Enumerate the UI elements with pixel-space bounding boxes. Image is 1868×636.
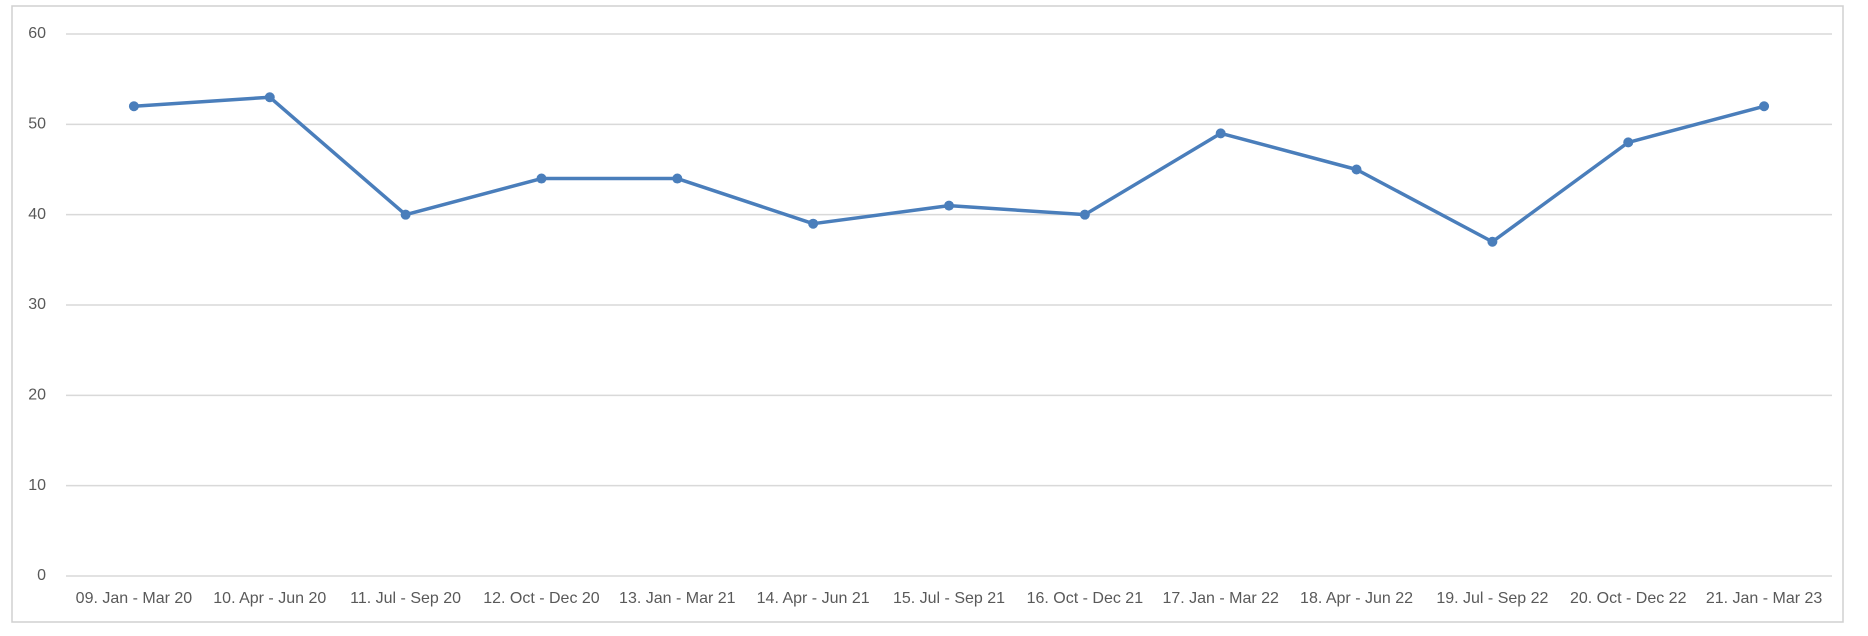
- y-tick-label: 50: [28, 116, 46, 133]
- point: [1487, 236, 1498, 247]
- x-tick-label: 18. Apr - Jun 22: [1300, 590, 1413, 607]
- point: [1623, 137, 1634, 148]
- point: [1351, 164, 1362, 175]
- y-tick-label: 30: [28, 296, 46, 313]
- x-tick-label: 11. Jul - Sep 20: [350, 590, 461, 607]
- x-tick-label: 09. Jan - Mar 20: [76, 590, 193, 607]
- y-tick-label: 20: [28, 387, 46, 404]
- y-tick-label: 40: [28, 206, 46, 223]
- point: [536, 173, 547, 184]
- point: [944, 200, 954, 211]
- point: [400, 209, 411, 220]
- x-tick-label: 14. Apr - Jun 21: [757, 590, 870, 607]
- x-tick-label: 19. Jul - Sep 22: [1436, 590, 1548, 607]
- y-tick-label: 0: [37, 567, 46, 584]
- x-tick-label: 15. Jul - Sep 21: [893, 590, 1005, 607]
- x-tick-label: 17. Jan - Mar 22: [1162, 590, 1279, 607]
- point: [264, 92, 275, 103]
- x-tick-label: 10. Apr - Jun 20: [213, 590, 326, 607]
- x-tick-label: 12. Oct - Dec 20: [483, 590, 600, 607]
- point: [128, 101, 139, 112]
- x-tick-label: 13. Jan - Mar 21: [619, 590, 736, 607]
- point: [1215, 128, 1226, 139]
- x-tick-label: 16. Oct - Dec 21: [1027, 590, 1144, 607]
- y-tick-label: 10: [28, 477, 46, 494]
- chart-frame: [11, 5, 1844, 623]
- x-tick-label: 21. Jan - Mar 23: [1706, 590, 1823, 607]
- point: [808, 218, 819, 229]
- point: [1079, 209, 1090, 220]
- x-tick-label: 20. Oct - Dec 22: [1570, 590, 1687, 607]
- point: [672, 173, 683, 184]
- y-tick-label: 60: [28, 25, 46, 42]
- point: [1759, 101, 1770, 112]
